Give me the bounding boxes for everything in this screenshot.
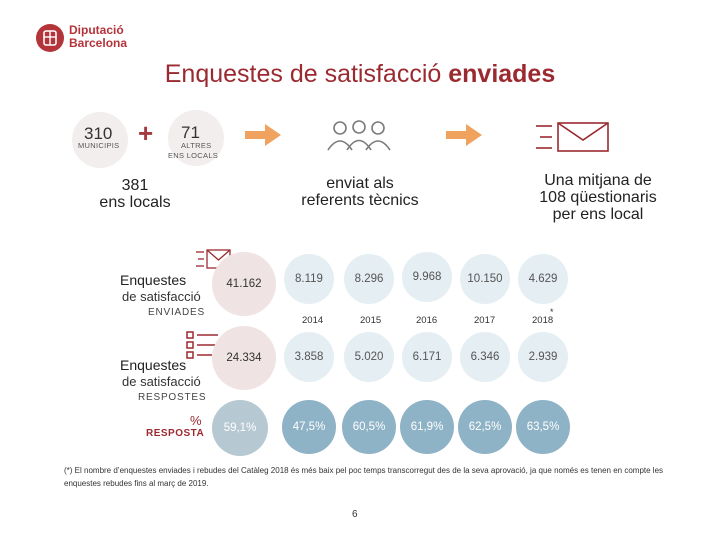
rate-value: 62,5% (468, 421, 502, 433)
municipis-value: 310 (84, 124, 113, 143)
answered-circle-2017: 6.346 (460, 332, 510, 382)
rate-circle-2016: 61,9% (400, 400, 454, 454)
enviades-total: 41.162 (226, 278, 262, 290)
rate-value: 60,5% (352, 421, 386, 433)
answered-value: 3.858 (294, 351, 324, 363)
brand-emblem-icon (43, 30, 57, 46)
rate-circle-2014: 47,5% (282, 400, 336, 454)
municipis-label: MUNICIPIS (78, 141, 120, 150)
resposta-symbol: % (190, 413, 202, 428)
sent-value: 8.296 (354, 273, 384, 285)
year-label: 2015 (360, 315, 382, 326)
sent-circle-2016: 9.968 (402, 252, 452, 302)
rate-circle-2017: 62,5% (458, 400, 512, 454)
referents-line-1: enviat als (326, 175, 394, 192)
year-label: 2014 (302, 315, 324, 326)
enviades-caps: ENVIADES (148, 307, 205, 318)
arrow-right-icon (245, 124, 281, 146)
answered-value: 6.346 (470, 351, 500, 363)
resposta-total-circle: 59,1% (212, 400, 268, 456)
sent-circle-2017: 10.150 (460, 254, 510, 304)
rate-circle-2015: 60,5% (342, 400, 396, 454)
total-ens-line-2: ens locals (99, 194, 171, 211)
year-label: 2017 (474, 315, 496, 326)
brand-logo (36, 24, 64, 52)
answered-circle-2016: 6.171 (402, 332, 452, 382)
enviades-title: Enquestes (120, 272, 187, 288)
sent-circle-2014: 8.119 (284, 254, 334, 304)
total-ens-label: 381 ens locals (70, 177, 200, 211)
answered-circle-2018: 2.939 (518, 332, 568, 382)
referents-label: enviat als referents tècnics (270, 175, 450, 209)
respostes-caps: RESPOSTES (138, 392, 207, 403)
altres-circle (168, 110, 224, 166)
envelope-icon (536, 122, 609, 152)
respostes-total-circle: 24.334 (212, 326, 276, 390)
respostes-subtitle: de satisfacció (122, 374, 201, 389)
answered-value: 2.939 (528, 351, 558, 363)
rate-value: 63,5% (526, 421, 560, 433)
plus-sign: + (138, 118, 154, 148)
enviades-total-circle: 41.162 (212, 252, 276, 316)
page-title-normal: Enquestes de satisfacció (164, 60, 449, 88)
answered-circle-2015: 5.020 (344, 332, 394, 382)
mitjana-line-3: per ens local (552, 206, 644, 223)
sent-value: 4.629 (528, 273, 558, 285)
mitjana-line-2: 108 qüestionaris (539, 189, 657, 206)
brand-name: Diputació Barcelona (69, 24, 127, 50)
year-label: 2016 (416, 315, 438, 326)
brand-line-2: Barcelona (69, 36, 128, 50)
sent-value: 8.119 (295, 273, 323, 285)
page-number: 6 (352, 509, 358, 520)
brand-line-1: Diputació (69, 23, 124, 37)
mitjana-label: Una mitjana de 108 qüestionaris per ens … (518, 172, 678, 223)
referents-line-2: referents tècnics (301, 192, 419, 209)
page-title: Enquestes de satisfacció enviades (0, 60, 720, 89)
sent-value: 9.968 (412, 271, 442, 283)
altres-value: 71 (181, 123, 200, 142)
rate-value: 61,9% (410, 421, 444, 433)
municipis-circle (72, 112, 128, 168)
sent-circle-2015: 8.296 (344, 254, 394, 304)
footnote: (*) El nombre d’enquestes enviades i reb… (64, 466, 664, 488)
altres-label-1: ALTRES (181, 141, 212, 150)
rate-value: 47,5% (292, 421, 326, 433)
footnote-marker: * (550, 307, 554, 317)
respostes-title: Enquestes (120, 357, 187, 373)
answered-circle-2014: 3.858 (284, 332, 334, 382)
resposta-label: RESPOSTA (146, 428, 205, 439)
respostes-total: 24.334 (226, 352, 262, 364)
total-ens-line-1: 381 (121, 177, 149, 194)
sent-value: 10.150 (467, 273, 503, 285)
answered-value: 5.020 (354, 351, 384, 363)
resposta-total: 59,1% (223, 422, 257, 434)
sent-circle-2018: 4.629 (518, 254, 568, 304)
rate-circle-2018: 63,5% (516, 400, 570, 454)
year-label: 2018 (532, 315, 554, 326)
answered-value: 6.171 (412, 351, 442, 363)
page-title-bold: enviades (448, 60, 556, 88)
arrow-right-icon (446, 124, 482, 146)
people-group-icon (327, 120, 391, 151)
enviades-subtitle: de satisfacció (122, 289, 201, 304)
altres-label-2: ENS LOCALS (168, 151, 219, 160)
mitjana-line-1: Una mitjana de (544, 172, 652, 189)
